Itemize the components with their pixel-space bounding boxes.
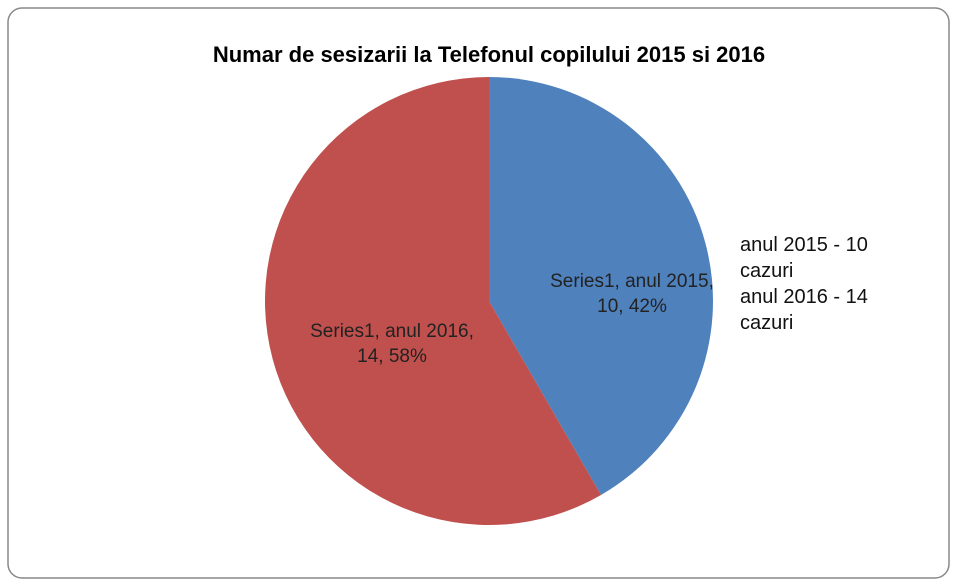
legend-entry: anul 2015 - 10 cazuri <box>740 234 868 282</box>
data-label: Series1, anul 2015, 10, 42% <box>550 271 714 317</box>
pie-slice <box>265 77 601 525</box>
chart-title: Numar de sesizarii la Telefonul copilulu… <box>213 42 765 67</box>
pie-slice <box>489 77 713 495</box>
legend-entry: anul 2016 - 14 cazuri <box>740 286 868 334</box>
data-label: Series1, anul 2016, 14, 58% <box>310 321 474 367</box>
